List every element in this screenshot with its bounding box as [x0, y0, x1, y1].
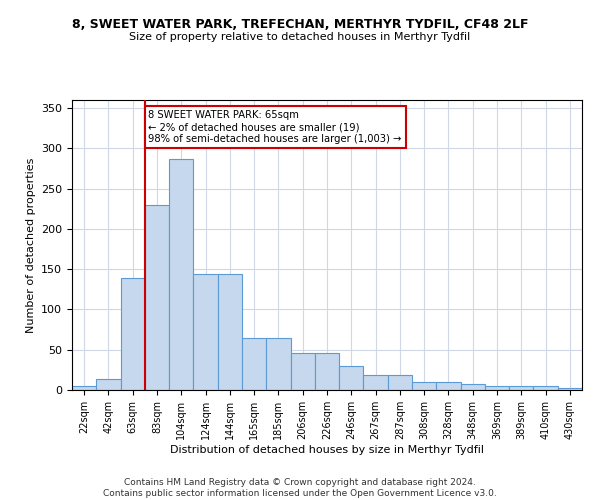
Bar [169, 159, 193, 390]
Bar [558, 388, 582, 390]
Text: Contains HM Land Registry data © Crown copyright and database right 2024.
Contai: Contains HM Land Registry data © Crown c… [103, 478, 497, 498]
Bar [436, 382, 461, 390]
Bar [461, 384, 485, 390]
Y-axis label: Number of detached properties: Number of detached properties [26, 158, 35, 332]
Bar [485, 386, 509, 390]
Bar [315, 353, 339, 390]
Bar [218, 274, 242, 390]
Bar [121, 278, 145, 390]
Text: 8, SWEET WATER PARK, TREFECHAN, MERTHYR TYDFIL, CF48 2LF: 8, SWEET WATER PARK, TREFECHAN, MERTHYR … [72, 18, 528, 30]
Text: Size of property relative to detached houses in Merthyr Tydfil: Size of property relative to detached ho… [130, 32, 470, 42]
Bar [364, 374, 388, 390]
Bar [96, 378, 121, 390]
Text: 8 SWEET WATER PARK: 65sqm
← 2% of detached houses are smaller (19)
98% of semi-d: 8 SWEET WATER PARK: 65sqm ← 2% of detach… [149, 110, 402, 144]
Bar [388, 374, 412, 390]
X-axis label: Distribution of detached houses by size in Merthyr Tydfil: Distribution of detached houses by size … [170, 444, 484, 454]
Bar [145, 204, 169, 390]
Bar [533, 386, 558, 390]
Bar [509, 386, 533, 390]
Bar [193, 274, 218, 390]
Bar [242, 338, 266, 390]
Bar [266, 338, 290, 390]
Bar [339, 366, 364, 390]
Bar [412, 382, 436, 390]
Bar [290, 353, 315, 390]
Bar [72, 386, 96, 390]
